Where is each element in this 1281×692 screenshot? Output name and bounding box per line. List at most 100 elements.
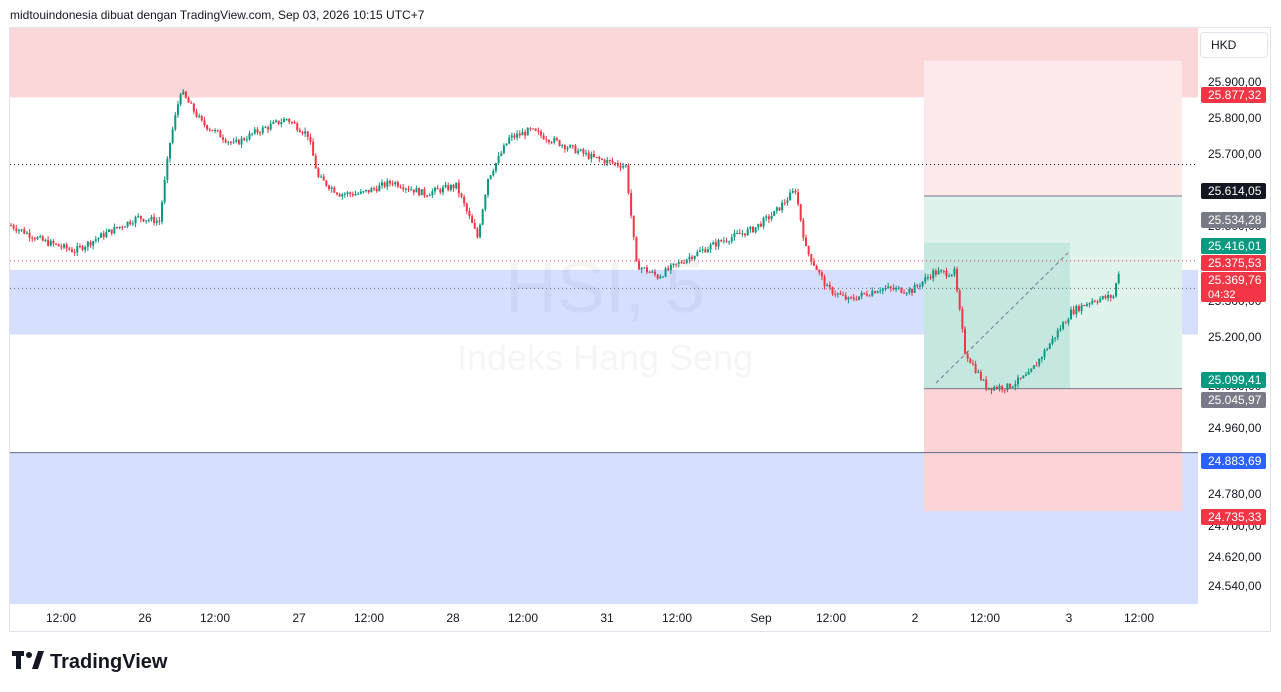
candle bbox=[945, 267, 948, 279]
candle bbox=[929, 274, 932, 280]
candle bbox=[378, 182, 381, 192]
candle bbox=[881, 287, 884, 295]
candle bbox=[94, 235, 97, 244]
x-tick-label: 31 bbox=[600, 611, 614, 625]
candle bbox=[370, 186, 373, 193]
candle bbox=[969, 357, 972, 364]
candle bbox=[534, 128, 537, 132]
x-tick-label: 3 bbox=[1066, 611, 1073, 625]
candle bbox=[166, 156, 169, 184]
x-tick-label: 12:00 bbox=[970, 611, 1000, 625]
candle bbox=[200, 115, 203, 122]
candle bbox=[479, 223, 482, 239]
candle bbox=[126, 221, 129, 229]
candle bbox=[357, 192, 360, 195]
candle bbox=[455, 182, 458, 190]
candle bbox=[68, 246, 71, 251]
candle bbox=[426, 194, 429, 198]
x-tick-label: Sep bbox=[750, 611, 772, 625]
price-label: 25.369,76 04:32 bbox=[1201, 272, 1266, 302]
candle bbox=[203, 116, 206, 128]
candle bbox=[879, 287, 882, 294]
candle bbox=[754, 227, 757, 234]
candle bbox=[1054, 337, 1057, 342]
candle bbox=[582, 147, 585, 157]
candle bbox=[1109, 294, 1112, 302]
candle bbox=[487, 178, 489, 198]
candle bbox=[916, 283, 919, 289]
candle bbox=[807, 245, 810, 257]
candle bbox=[121, 225, 124, 231]
candle bbox=[1003, 389, 1006, 394]
candle bbox=[1048, 342, 1051, 350]
candle bbox=[1064, 320, 1067, 324]
candle bbox=[428, 193, 431, 197]
candle bbox=[190, 100, 193, 104]
candle bbox=[767, 214, 770, 224]
candle bbox=[630, 189, 633, 219]
candle bbox=[537, 127, 540, 135]
candle bbox=[688, 253, 691, 264]
candle bbox=[518, 130, 521, 139]
candle bbox=[391, 180, 394, 187]
candle bbox=[28, 229, 31, 242]
candle bbox=[714, 238, 717, 250]
candle bbox=[635, 236, 638, 262]
candle bbox=[1032, 365, 1035, 369]
candle bbox=[542, 132, 545, 140]
candle bbox=[775, 206, 778, 214]
candle bbox=[1099, 296, 1102, 303]
candle bbox=[550, 140, 553, 145]
candle bbox=[31, 235, 34, 243]
candle bbox=[452, 183, 455, 192]
candle bbox=[664, 266, 667, 278]
candle bbox=[206, 124, 209, 132]
candle bbox=[540, 129, 542, 139]
candle bbox=[1091, 297, 1094, 305]
candle bbox=[97, 237, 100, 243]
candle bbox=[1030, 368, 1033, 373]
candle bbox=[489, 175, 492, 180]
candle bbox=[277, 120, 280, 126]
candle bbox=[176, 100, 179, 118]
candle bbox=[12, 223, 15, 231]
candle bbox=[911, 288, 913, 297]
candle bbox=[418, 187, 421, 197]
candle bbox=[216, 129, 219, 133]
candle bbox=[640, 266, 643, 274]
candle bbox=[995, 385, 998, 390]
candle bbox=[309, 133, 312, 145]
candle bbox=[264, 125, 267, 129]
candle bbox=[439, 187, 442, 195]
candle bbox=[198, 113, 201, 119]
candle bbox=[985, 376, 988, 392]
candle bbox=[799, 203, 802, 222]
candle bbox=[301, 130, 304, 136]
candle bbox=[351, 191, 354, 198]
candle bbox=[282, 116, 285, 123]
candle bbox=[84, 245, 87, 253]
candle bbox=[680, 260, 683, 264]
candle bbox=[892, 284, 895, 291]
candle bbox=[611, 157, 614, 165]
price-label-text: 25.416,01 bbox=[1208, 239, 1262, 253]
tradingview-logo[interactable]: TradingView bbox=[12, 651, 167, 674]
price-label: 24.883,69 bbox=[1201, 453, 1266, 469]
currency-button[interactable]: HKD bbox=[1200, 32, 1268, 58]
candle bbox=[237, 138, 240, 145]
candle bbox=[1056, 327, 1059, 341]
candle bbox=[65, 242, 68, 252]
candle bbox=[449, 183, 452, 192]
candle bbox=[1011, 385, 1014, 389]
candle bbox=[359, 188, 362, 195]
candle bbox=[222, 134, 224, 144]
candle bbox=[494, 162, 497, 174]
candle bbox=[971, 359, 974, 366]
candle bbox=[903, 289, 906, 294]
candle bbox=[590, 151, 593, 163]
candle bbox=[15, 224, 18, 234]
candle bbox=[235, 136, 238, 144]
candle bbox=[1107, 291, 1110, 302]
candle bbox=[1051, 335, 1054, 346]
